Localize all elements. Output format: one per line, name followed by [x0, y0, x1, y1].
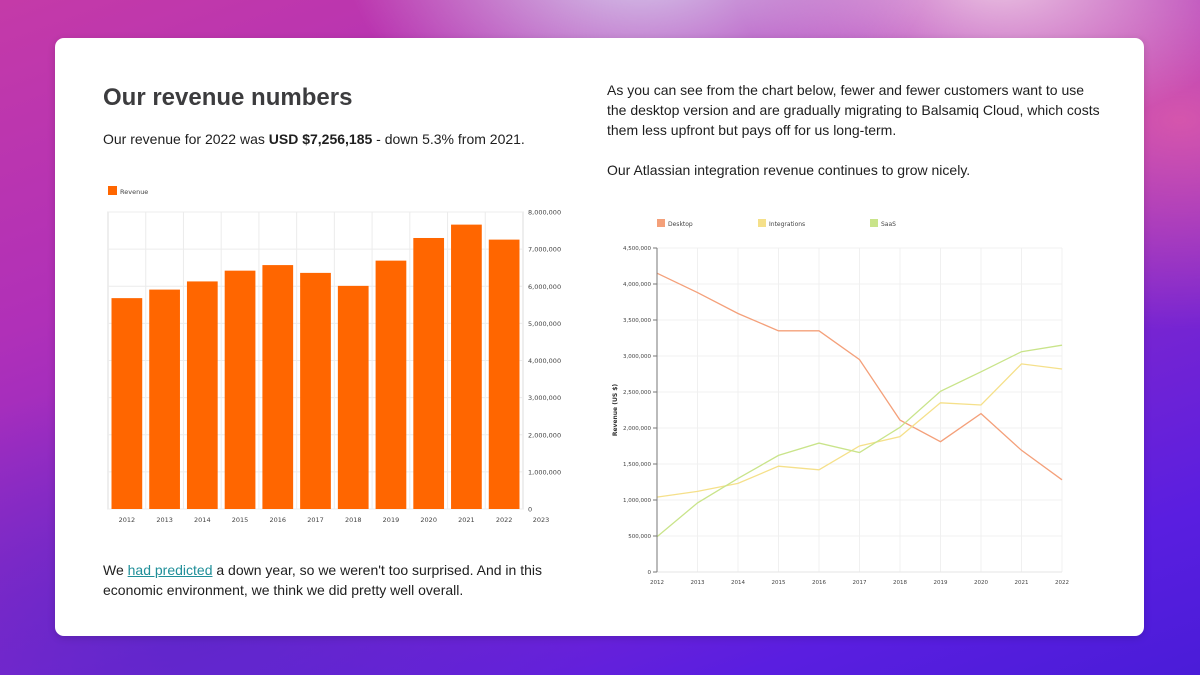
line-x-tick-label: 2021 [1015, 580, 1029, 586]
footer-prefix: We [103, 562, 128, 578]
line-legend: Desktop Integrations SaaS [657, 219, 896, 228]
line-x-tick-label: 2018 [893, 580, 907, 586]
legend-swatch-saas [870, 219, 878, 227]
line-x-tick-label: 2012 [650, 580, 664, 586]
line-y-axis-title: Revenue (US $) [612, 384, 619, 437]
line-y-tick-label: 0 [648, 570, 652, 576]
page-title: Our revenue numbers [103, 84, 353, 111]
bar-x-tick-label: 2022 [496, 516, 513, 524]
bar-y-tick-label: 1,000,000 [528, 468, 561, 476]
line-x-tick-label: 2017 [853, 580, 867, 586]
atlassian-paragraph: Our Atlassian integration revenue contin… [607, 162, 971, 178]
line-x-axis: 2012 2013 2014 2015 2016 2017 2018 2019 2020 2021… [650, 571, 1069, 586]
bar-2019 [375, 260, 407, 509]
bar-2016 [262, 265, 294, 509]
bar-legend: Revenue [108, 186, 148, 196]
bar-x-tick-label: 2019 [383, 516, 400, 524]
footer-line-2: economic environment, we think we did pr… [103, 582, 464, 598]
legend-label-desktop: Desktop [668, 221, 693, 228]
line-y-tick-label: 3,000,000 [623, 354, 651, 360]
bar-x-tick-label: 2017 [307, 516, 324, 524]
line-y-axis: 0 500,000 1,000,000 1,500,000 2,000,000 2,500… [623, 246, 658, 576]
line-x-tick-label: 2015 [772, 580, 786, 586]
line-x-tick-label: 2019 [934, 580, 948, 586]
had-predicted-link[interactable]: had predicted [127, 562, 213, 578]
legend-label-integrations: Integrations [769, 221, 805, 228]
line-series-group [656, 272, 1063, 538]
line-grid [657, 247, 1063, 573]
line-x-tick-label: 2020 [974, 580, 988, 586]
bar-x-tick-label: 2013 [156, 516, 173, 524]
line-y-tick-label: 500,000 [628, 534, 651, 540]
footer-suffix: a down year, so we weren't too surprised… [212, 562, 543, 578]
line-y-tick-label: 4,000,000 [623, 282, 651, 288]
revenue-summary: Our revenue for 2022 was USD $7,256,185 … [103, 129, 525, 149]
bar-y-tick-label: 3,000,000 [528, 394, 561, 402]
migration-line: the desktop version and are gradually mi… [607, 102, 1100, 118]
legend-swatch-revenue [108, 186, 117, 195]
bar-2017 [300, 272, 331, 509]
bar-2014 [186, 281, 218, 509]
bar-x-tick-label: 2012 [119, 516, 136, 524]
bar-x-tick-label: 2015 [232, 516, 249, 524]
migration-line: them less upfront but pays off for us lo… [607, 122, 897, 138]
summary-suffix: - down 5.3% from 2021. [372, 131, 525, 147]
bar-x-tick-label: 2016 [269, 516, 286, 524]
bar-y-tick-label: 0 [528, 506, 532, 514]
bar-x-tick-label: 2021 [458, 516, 475, 524]
footer-line-1: We had predicted a down year, so we were… [103, 560, 542, 580]
bar-2015 [224, 270, 256, 509]
migration-paragraph: As you can see from the chart below, few… [607, 80, 1100, 140]
series-line-desktop [656, 272, 1063, 481]
migration-line: As you can see from the chart below, few… [607, 82, 1085, 98]
line-x-tick-label: 2013 [691, 580, 705, 586]
bar-y-tick-label: 5,000,000 [528, 320, 561, 328]
bar-y-tick-label: 6,000,000 [528, 283, 561, 291]
bar-x-tick-label: 2014 [194, 516, 211, 524]
bar-x-tick-label: 2023 [533, 516, 550, 524]
legend-label-revenue: Revenue [120, 188, 148, 196]
legend-swatch-integrations [758, 219, 766, 227]
bar-2013 [149, 289, 180, 509]
bar-x-axis: 2012 2013 2014 2015 2016 2017 2018 2019 2020 2021… [119, 516, 550, 524]
legend-label-saas: SaaS [881, 221, 896, 228]
line-x-tick-label: 2022 [1055, 580, 1069, 586]
bar-2012 [111, 298, 143, 509]
bar-y-tick-label: 2,000,000 [528, 431, 561, 439]
line-y-tick-label: 1,000,000 [623, 498, 651, 504]
line-x-tick-label: 2014 [731, 580, 745, 586]
summary-prefix: Our revenue for 2022 was [103, 131, 269, 147]
bar-y-tick-label: 7,000,000 [528, 246, 561, 254]
bar-y-axis: 0 1,000,000 2,000,000 3,000,000 4,000,000 5,0… [528, 209, 561, 514]
summary-highlight: USD $7,256,185 [268, 131, 373, 147]
bar-series [111, 224, 520, 510]
bar-2022 [488, 239, 520, 509]
bar-x-tick-label: 2020 [420, 516, 437, 524]
series-line-saas [656, 344, 1063, 538]
line-y-tick-label: 4,500,000 [623, 246, 651, 252]
line-y-tick-label: 2,000,000 [623, 426, 651, 432]
line-y-tick-label: 1,500,000 [623, 462, 651, 468]
bar-2020 [413, 237, 445, 510]
line-x-tick-label: 2016 [812, 580, 826, 586]
bar-2021 [451, 224, 482, 509]
bar-y-tick-label: 4,000,000 [528, 357, 561, 365]
footer-paragraph: We had predicted a down year, so we were… [103, 560, 542, 600]
bar-2018 [337, 285, 369, 509]
bar-x-tick-label: 2018 [345, 516, 362, 524]
line-y-tick-label: 3,500,000 [623, 318, 651, 324]
legend-swatch-desktop [657, 219, 665, 227]
line-y-tick-label: 2,500,000 [623, 390, 651, 396]
bar-y-tick-label: 8,000,000 [528, 209, 561, 217]
